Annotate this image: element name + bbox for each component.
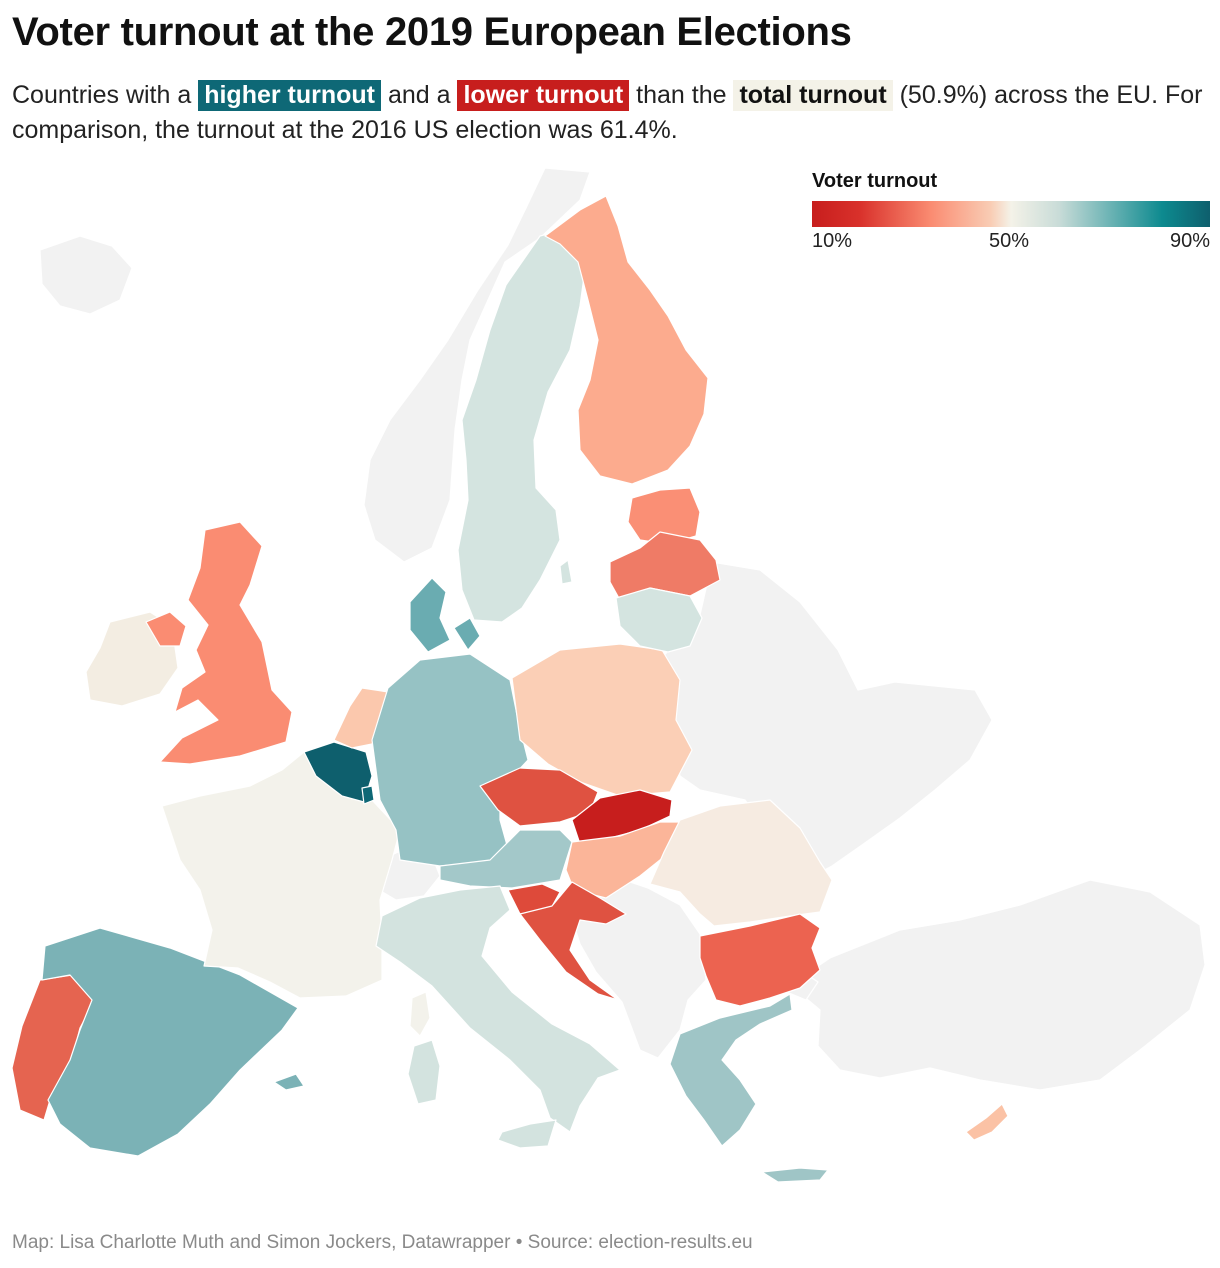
sicily — [497, 1119, 557, 1149]
sardinia — [407, 1039, 441, 1105]
france — [161, 751, 401, 999]
northern-ireland — [145, 611, 187, 647]
hungary — [565, 821, 685, 899]
norway — [363, 167, 591, 563]
legend-max-label: 90% — [1169, 230, 1210, 252]
iceland — [39, 235, 133, 315]
turkey — [789, 879, 1206, 1091]
lower-turnout-highlight: lower turnout — [457, 80, 630, 111]
source-credit: Map: Lisa Charlotte Muth and Simon Jocke… — [12, 1232, 753, 1253]
finland — [544, 195, 709, 485]
crete — [761, 1167, 829, 1183]
luxembourg — [361, 785, 375, 805]
lithuania — [615, 587, 703, 653]
legend-title: Voter turnout — [812, 170, 938, 192]
spain — [41, 927, 299, 1157]
color-legend: Voter turnout 10% 50% 90% — [812, 170, 1210, 253]
greece — [669, 993, 793, 1147]
higher-turnout-highlight: higher turnout — [198, 80, 382, 111]
austria — [439, 829, 573, 889]
latvia — [609, 531, 721, 601]
denmark-zealand — [453, 617, 481, 651]
chart-subtitle: Countries with a higher turnout and a lo… — [12, 78, 1208, 148]
united-kingdom — [159, 521, 293, 765]
chart-title: Voter turnout at the 2019 European Elect… — [12, 10, 852, 54]
legend-min-label: 10% — [812, 230, 853, 252]
croatia — [519, 881, 627, 1001]
subtitle-suffix: (50.9%) across the EU. For comparison, t… — [12, 81, 1203, 144]
legend-mid-label: 50% — [989, 230, 1030, 252]
cyprus — [965, 1103, 1009, 1141]
subtitle-prefix: Countries with a — [12, 81, 192, 109]
bulgaria — [699, 913, 821, 1007]
poland — [511, 643, 693, 797]
sweden — [457, 225, 587, 623]
subtitle-than: than the — [636, 81, 727, 109]
slovenia — [507, 883, 561, 915]
estonia — [627, 487, 701, 545]
subtitle-and: and a — [387, 81, 451, 109]
legend-labels: 10% 50% 90% — [812, 227, 1210, 253]
legend-gradient-bar — [812, 201, 1210, 227]
gotland — [559, 559, 573, 585]
europe-map — [11, 167, 1206, 1183]
corsica — [409, 991, 431, 1037]
balearic-islands — [273, 1073, 305, 1091]
denmark — [409, 577, 451, 653]
total-turnout-highlight: total turnout — [733, 80, 893, 111]
italy — [375, 885, 621, 1133]
